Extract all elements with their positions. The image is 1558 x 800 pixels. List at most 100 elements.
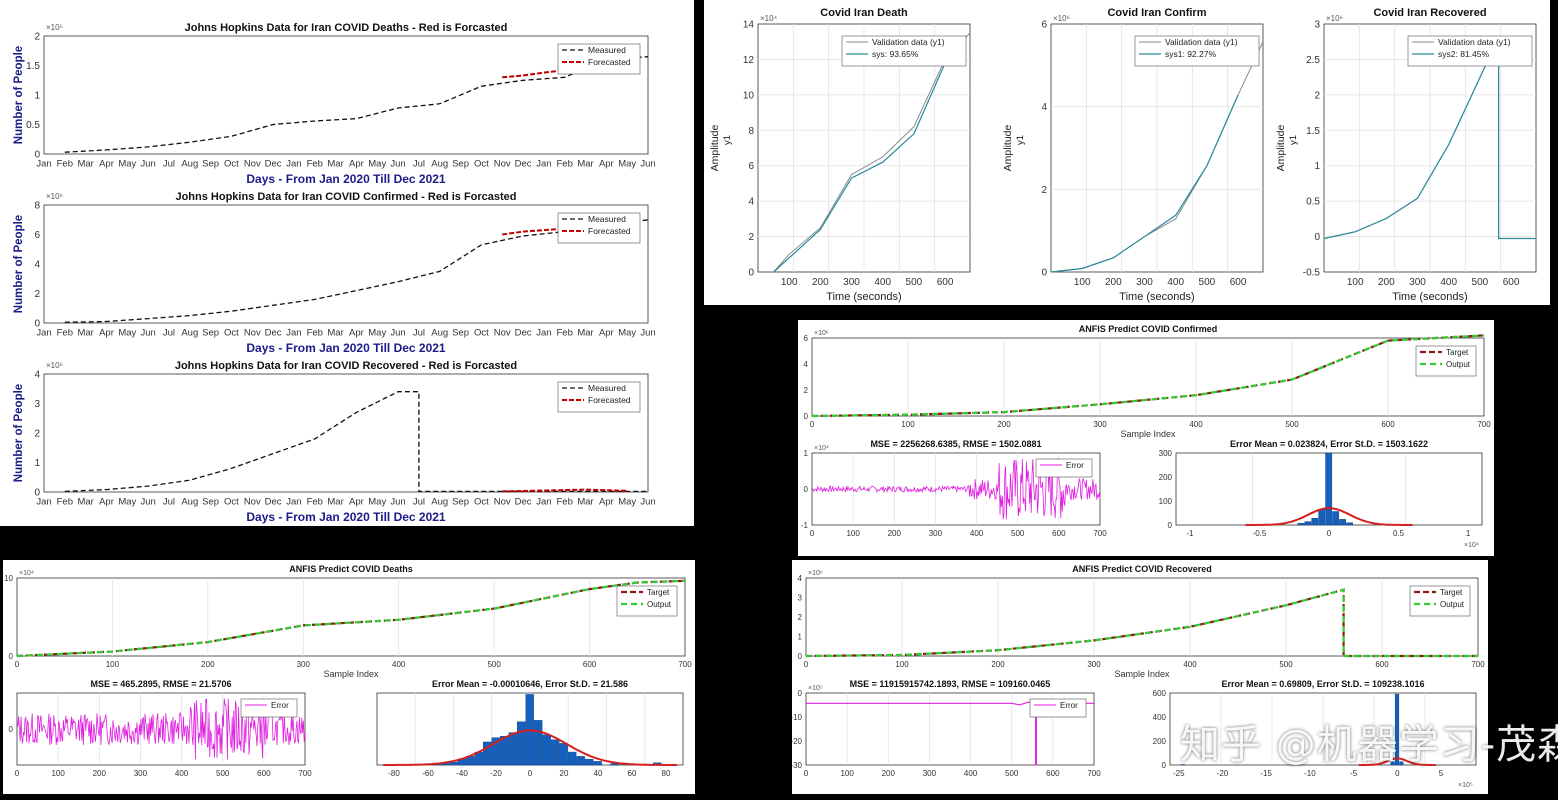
x-tick-label: Jun: [640, 497, 655, 508]
x-tick-label: Dec: [265, 328, 282, 339]
x-tick-label: 500: [906, 277, 923, 288]
x-tick-label: May: [118, 497, 136, 508]
chart-title: Johns Hopkins Data for Iran COVID Confir…: [175, 191, 516, 203]
y-tick-label: 6: [804, 334, 809, 343]
y-tick-label: 600: [1153, 689, 1167, 698]
x-tick-label: Jun: [140, 328, 155, 339]
x-tick-label: 700: [1087, 769, 1101, 778]
histogram-bar: [1180, 764, 1185, 766]
chart-group: Johns Hopkins Data for Iran COVID Deaths…: [13, 22, 656, 186]
x-tick-label: 600: [257, 769, 271, 778]
x-tick-label: Aug: [181, 328, 198, 339]
series-measured: [64, 391, 648, 493]
x-tick-label: 1: [1466, 529, 1471, 538]
x-tick-label: 400: [175, 769, 189, 778]
x-tick-label: Feb: [557, 159, 573, 170]
chart-title: Covid Iran Death: [820, 7, 908, 19]
chart-title: Johns Hopkins Data for Iran COVID Deaths…: [185, 22, 508, 34]
x-tick-label: Jun: [640, 159, 655, 170]
y-tick-label: 200: [1153, 737, 1167, 746]
x-tick-label: Nov: [494, 159, 511, 170]
histogram-bar: [576, 756, 585, 766]
x-tick-label: -60: [422, 769, 434, 778]
x-tick-label: 300: [1087, 660, 1101, 669]
y-tick-label: 1: [1314, 161, 1320, 172]
x-tick-label: May: [368, 328, 386, 339]
series-measured: [64, 219, 649, 323]
x-tick-label: Apr: [349, 328, 364, 339]
x-tick-label: May: [618, 159, 636, 170]
series-forecast: [502, 69, 565, 79]
x-axis-label: Sample Index: [323, 669, 379, 679]
x-tick-label: 0: [15, 660, 20, 669]
chart-group: ANFIS Predict COVID Recovered ×10⁶ 0 1 2 3 4 0 1…: [798, 564, 1486, 679]
x-axis-label: Time (seconds): [826, 291, 901, 303]
histogram-bar: [508, 732, 517, 766]
x-tick-label: 300: [1136, 277, 1153, 288]
x-tick-label: Feb: [557, 328, 573, 339]
x-tick-label: May: [118, 328, 136, 339]
x-tick-label: Apr: [99, 159, 114, 170]
series-validation: [773, 32, 971, 273]
watermark-text: 知乎 @机器学习-茂森: [1180, 722, 1558, 768]
x-tick-label: Jul: [413, 497, 425, 508]
y-tick-label: 0: [804, 485, 809, 494]
x-tick-label: 200: [201, 660, 215, 669]
legend-label: Forecasted: [588, 226, 631, 236]
series-error: [16, 698, 306, 760]
axis-exponent: ×10⁴: [19, 570, 34, 577]
x-tick-label: Aug: [181, 497, 198, 508]
x-tick-label: Feb: [307, 159, 323, 170]
legend-label: Target: [1446, 348, 1469, 357]
x-tick-label: Jun: [140, 497, 155, 508]
x-tick-label: 0: [810, 529, 815, 538]
histogram-bar: [1394, 693, 1400, 766]
x-tick-label: -10: [1304, 769, 1316, 778]
x-tick-label: -5: [1350, 769, 1358, 778]
y-tick-label: 100: [1159, 497, 1173, 506]
series-output: [811, 334, 1485, 418]
x-tick-label: Nov: [244, 328, 261, 339]
histogram-bar: [1297, 522, 1305, 526]
legend-label: Forecasted: [588, 57, 631, 67]
panel-johns-hopkins: Johns Hopkins Data for Iran COVID Deaths…: [0, 0, 694, 526]
y-tick-label: 0: [34, 150, 40, 161]
legend-box: [1134, 35, 1260, 67]
x-tick-label: 400: [874, 277, 891, 288]
chart-title: ANFIS Predict COVID Confirmed: [1079, 324, 1218, 334]
x-tick-label: Apr: [349, 159, 364, 170]
legend-label: Output: [647, 600, 672, 609]
x-tick-label: Nov: [494, 328, 511, 339]
x-tick-label: 400: [1440, 277, 1457, 288]
legend-label: Measured: [588, 45, 626, 55]
series-output: [805, 588, 1478, 658]
y-tick-label: 0: [798, 689, 803, 698]
chart-title: MSE = 2256268.6385, RMSE = 1502.0881: [870, 439, 1041, 449]
legend-label: Forecasted: [588, 395, 631, 405]
y-tick-label: 2: [1314, 90, 1320, 101]
x-tick-label: Sep: [202, 328, 219, 339]
x-tick-label: Jan: [36, 159, 51, 170]
x-tick-label: Aug: [431, 159, 448, 170]
x-tick-label: Jan: [286, 328, 301, 339]
y-axis-label: Number of People: [13, 384, 25, 482]
panel-system-identification: Covid Iran Death ×10⁴ 0 2 4 6 8 10 12 14 100 200 300…: [704, 0, 1550, 305]
x-tick-label: 200: [997, 420, 1011, 429]
x-tick-label: 60: [628, 769, 637, 778]
x-tick-label: 400: [1183, 660, 1197, 669]
histogram-bar: [610, 763, 619, 766]
x-tick-label: 500: [1011, 529, 1025, 538]
legend-box: [1035, 458, 1093, 478]
y-axis-label: Amplitude: [1002, 125, 1014, 172]
y-tick-label: 1.5: [26, 61, 40, 72]
x-tick-label: 200: [991, 660, 1005, 669]
x-tick-label: Nov: [244, 159, 261, 170]
x-tick-label: Feb: [307, 497, 323, 508]
x-tick-label: 80: [662, 769, 671, 778]
chart-group: Error Mean = 0.69809, Error St.D. = 1092…: [1153, 679, 1477, 789]
x-tick-label: 40: [594, 769, 603, 778]
x-tick-label: 5: [1439, 769, 1444, 778]
y-tick-label: 0: [1314, 232, 1320, 243]
x-tick-label: May: [368, 497, 386, 508]
chart-title: Covid Iran Recovered: [1373, 7, 1486, 19]
